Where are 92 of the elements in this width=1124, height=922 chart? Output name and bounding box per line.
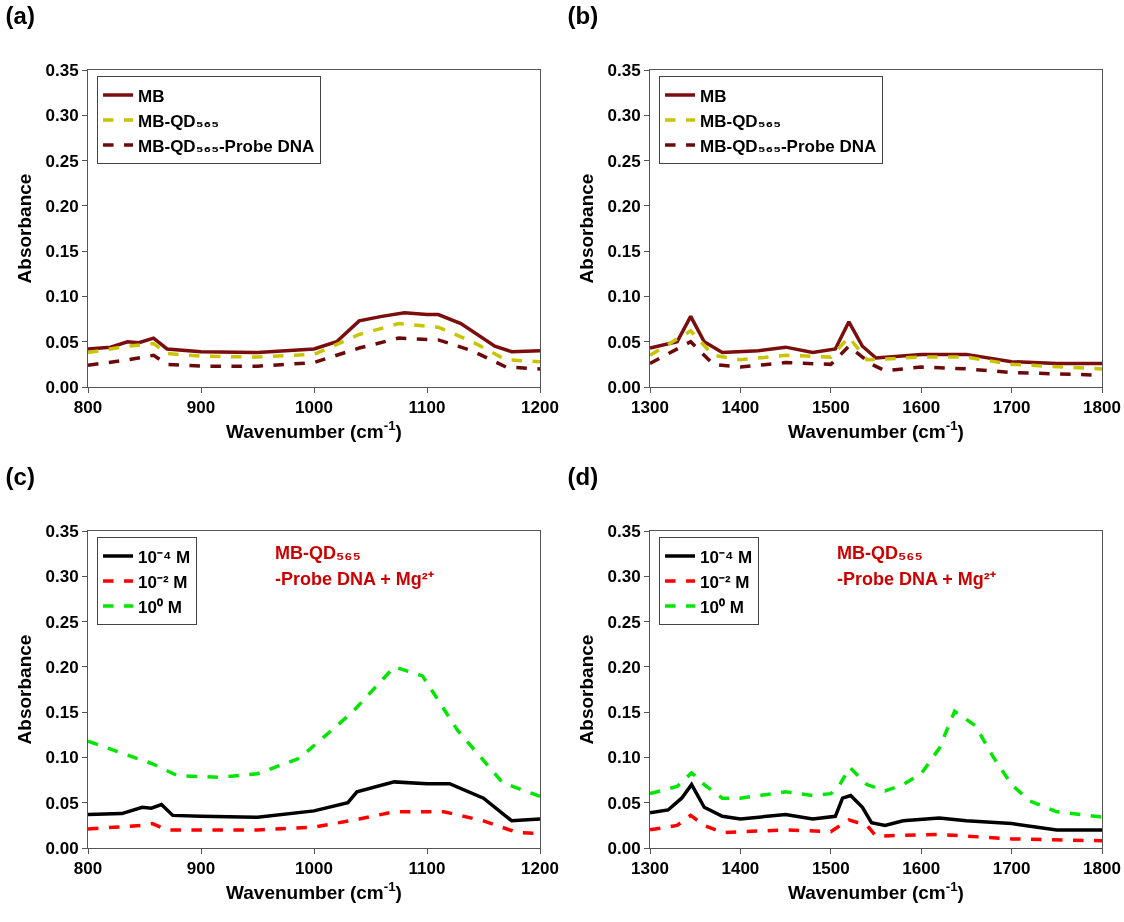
line-series	[650, 329, 1102, 371]
x-tick-label: 1100	[408, 398, 446, 418]
legend-label: MB-QD₅₆₅	[700, 111, 781, 131]
y-tick-label: 0.05	[45, 793, 79, 813]
x-tick-label: 900	[186, 398, 216, 418]
y-tick-label: 0.05	[607, 793, 641, 813]
x-tick-label: 1000	[295, 398, 333, 418]
annotation: -Probe DNA + Mg²⁺	[837, 569, 996, 589]
line-series	[650, 314, 1102, 366]
y-tick-label: 0.15	[607, 242, 641, 262]
y-tick-label: 0.20	[607, 657, 641, 677]
line-series	[650, 813, 1102, 843]
y-tick-label: 0.30	[45, 567, 79, 587]
x-tick-label: 1200	[521, 398, 559, 418]
y-tick-label: 0.30	[45, 106, 79, 126]
y-tick-label: 0.10	[607, 287, 641, 307]
chart-title: (a)	[5, 1, 35, 29]
legend-label: MB-QD₅₆₅	[138, 111, 219, 131]
x-tick-label: 800	[73, 398, 103, 418]
line-series	[88, 336, 540, 371]
y-tick-label: 0.20	[45, 657, 79, 677]
line-series	[88, 321, 540, 364]
x-tick-label: 1600	[902, 398, 941, 418]
y-axis-title: Absorbance	[14, 634, 36, 745]
x-tick-label: 1200	[521, 859, 559, 879]
x-tick-label: 1500	[811, 859, 850, 879]
x-axis-title: Wavenumber (cm$^{-1}$)	[788, 418, 964, 443]
annotation: -Probe DNA + Mg²⁺	[275, 569, 434, 589]
line-series	[650, 709, 1102, 819]
x-tick-label: 1700	[992, 859, 1031, 879]
y-tick-label: 0.30	[607, 567, 641, 587]
x-tick-label: 1500	[811, 398, 850, 418]
y-tick-label: 0.00	[45, 377, 79, 397]
legend-label: 10⁰ M	[700, 597, 744, 617]
x-axis-title: Wavenumber (cm$^{-1}$)	[226, 879, 402, 904]
y-tick-label: 0.00	[607, 377, 641, 397]
x-tick-label: 1800	[1083, 859, 1121, 879]
y-tick-label: 0.35	[607, 60, 641, 80]
y-tick-label: 0.10	[45, 287, 79, 307]
y-tick-label: 0.25	[607, 151, 641, 171]
x-tick-label: 900	[186, 859, 216, 879]
x-tick-label: 1800	[1083, 398, 1121, 418]
y-axis-title: Absorbance	[576, 173, 598, 284]
x-axis-title: Wavenumber (cm$^{-1}$)	[226, 418, 402, 443]
y-axis-title: Absorbance	[576, 634, 598, 745]
y-tick-label: 0.20	[45, 196, 79, 216]
y-tick-label: 0.35	[45, 60, 79, 80]
chart-title: (b)	[567, 1, 599, 29]
x-tick-label: 1300	[631, 398, 669, 418]
y-tick-label: 0.25	[45, 151, 79, 171]
y-tick-label: 0.15	[45, 242, 79, 262]
x-tick-label: 1400	[721, 398, 760, 418]
legend-label: 10⁰ M	[138, 597, 182, 617]
legend-label: MB	[138, 86, 165, 106]
annotation: MB-QD₅₆₅	[275, 543, 361, 563]
y-tick-label: 0.15	[607, 703, 641, 723]
legend-label: MB	[700, 86, 727, 106]
y-tick-label: 0.20	[607, 196, 641, 216]
y-tick-label: 0.30	[607, 106, 641, 126]
line-series	[88, 780, 540, 823]
y-tick-label: 0.25	[45, 612, 79, 632]
x-tick-label: 1600	[902, 859, 941, 879]
x-tick-label: 1700	[992, 398, 1031, 418]
y-axis-title: Absorbance	[14, 173, 36, 284]
x-axis-title: Wavenumber (cm$^{-1}$)	[788, 879, 964, 904]
y-tick-label: 0.35	[607, 521, 641, 541]
legend-label: 10⁻⁴ M	[138, 547, 191, 567]
x-tick-label: 1300	[631, 859, 669, 879]
y-tick-label: 0.00	[45, 838, 79, 858]
legend-label: MB-QD₅₆₅-Probe DNA	[138, 136, 315, 156]
y-tick-label: 0.05	[45, 332, 79, 352]
legend-label: MB-QD₅₆₅-Probe DNA	[700, 136, 877, 156]
x-tick-label: 1000	[295, 859, 333, 879]
legend-label: 10⁻² M	[138, 572, 188, 592]
chart-title: (c)	[5, 462, 35, 490]
y-tick-label: 0.00	[607, 838, 641, 858]
legend-label: 10⁻⁴ M	[700, 547, 753, 567]
legend-label: 10⁻² M	[700, 572, 750, 592]
line-series	[88, 665, 540, 799]
x-tick-label: 1400	[721, 859, 760, 879]
x-tick-label: 800	[73, 859, 103, 879]
y-tick-label: 0.05	[607, 332, 641, 352]
annotation: MB-QD₅₆₅	[837, 543, 923, 563]
y-tick-label: 0.10	[45, 748, 79, 768]
y-tick-label: 0.10	[607, 748, 641, 768]
y-tick-label: 0.35	[45, 521, 79, 541]
line-series	[650, 782, 1102, 832]
y-tick-label: 0.15	[45, 703, 79, 723]
chart-title: (d)	[567, 462, 599, 490]
x-tick-label: 1100	[408, 859, 446, 879]
line-series	[88, 310, 540, 355]
y-tick-label: 0.25	[607, 612, 641, 632]
